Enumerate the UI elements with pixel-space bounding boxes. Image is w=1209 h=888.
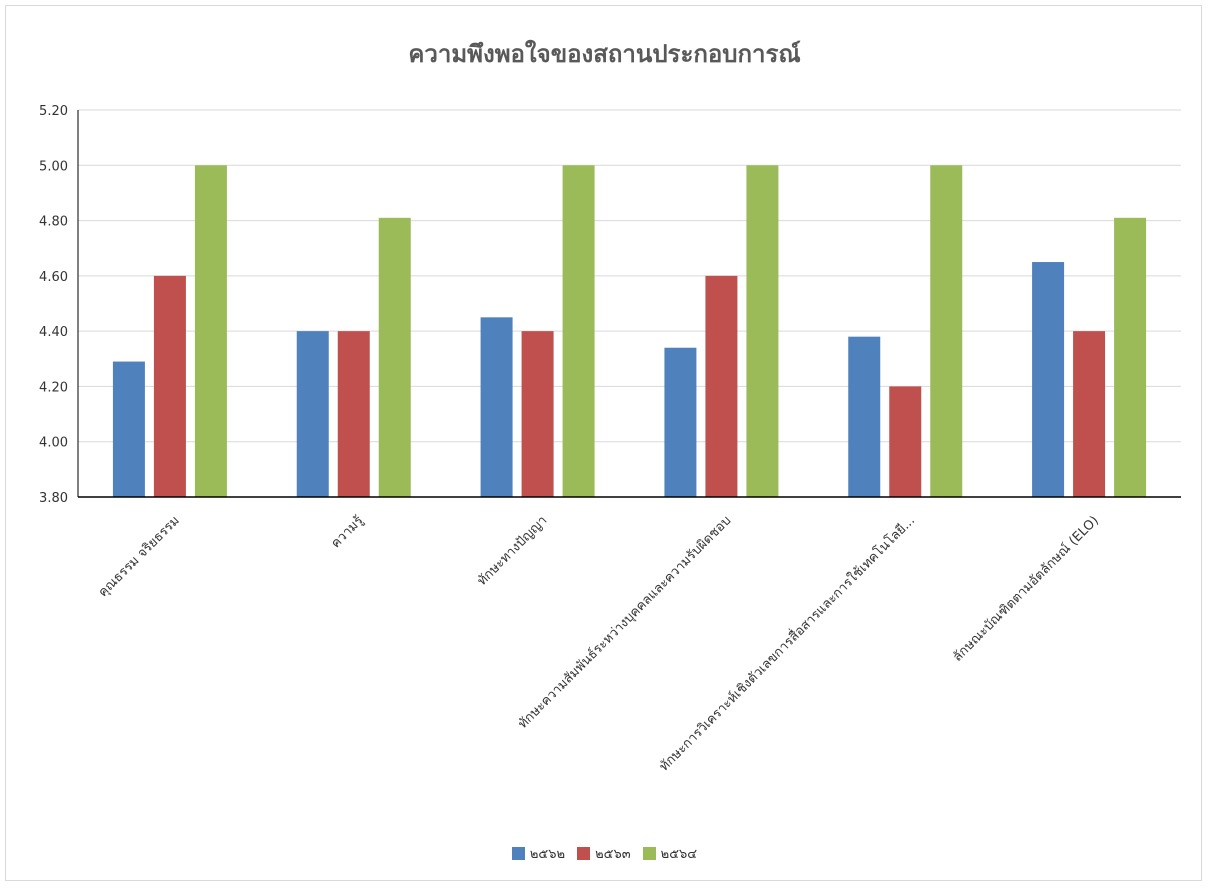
bar-2-6	[1073, 331, 1106, 497]
y-tick-label: 4.80	[39, 215, 68, 230]
bar-1-3	[480, 317, 513, 497]
y-tick-label: 4.40	[39, 325, 68, 340]
legend-item-1: ๒๕๖๒	[511, 843, 566, 864]
category-label: ทักษะความสัมพันธ์ระหว่างบุคคลและความรับผ…	[515, 513, 734, 732]
bar-2-5	[889, 386, 922, 497]
bar-3-2	[378, 217, 411, 498]
bar-3-6	[1114, 217, 1147, 498]
y-tick-label: 4.60	[39, 270, 68, 285]
bar-1-2	[296, 331, 329, 497]
y-tick-label: 3.80	[39, 491, 68, 506]
bar-2-4	[705, 275, 738, 497]
bar-1-5	[848, 336, 881, 497]
y-tick-label: 4.20	[39, 380, 68, 395]
legend-item-2: ๒๕๖๓	[577, 843, 631, 864]
bar-2-3	[521, 331, 554, 497]
bar-1-1	[112, 361, 145, 497]
category-label: คุณธรรม จริยธรรม	[96, 513, 183, 600]
legend-label: ๒๕๖๒	[529, 847, 566, 862]
chart-title: ความพึงพอใจของสถานประกอบการณ์	[408, 40, 801, 68]
legend-label: ๒๕๖๓	[595, 847, 631, 862]
legend-item-3: ๒๕๖๔	[642, 843, 698, 864]
legend-swatch	[511, 847, 525, 860]
bar-1-4	[664, 347, 697, 497]
legend-swatch	[642, 847, 656, 860]
bar-3-1	[194, 165, 227, 498]
bar-2-1	[153, 275, 186, 497]
bar-1-6	[1032, 262, 1065, 497]
y-tick-label: 4.00	[39, 436, 68, 451]
y-tick-label: 5.00	[39, 159, 68, 174]
bar-3-3	[562, 165, 595, 498]
bar-3-5	[930, 165, 963, 498]
category-label: ลักษณะบัณฑิตตามอัตลักษณ์ (ELO)	[950, 513, 1102, 665]
legend-label: ๒๕๖๔	[660, 847, 698, 862]
bar-3-4	[746, 165, 779, 498]
bar-2-2	[337, 331, 370, 497]
y-tick-label: 5.20	[39, 104, 68, 119]
category-label: ทักษะทางปัญญา	[475, 513, 551, 589]
legend: ๒๕๖๒ ๒๕๖๓ ๒๕๖๔	[0, 843, 1209, 864]
category-label: ความรู้	[328, 513, 366, 551]
legend-swatch	[577, 847, 591, 860]
